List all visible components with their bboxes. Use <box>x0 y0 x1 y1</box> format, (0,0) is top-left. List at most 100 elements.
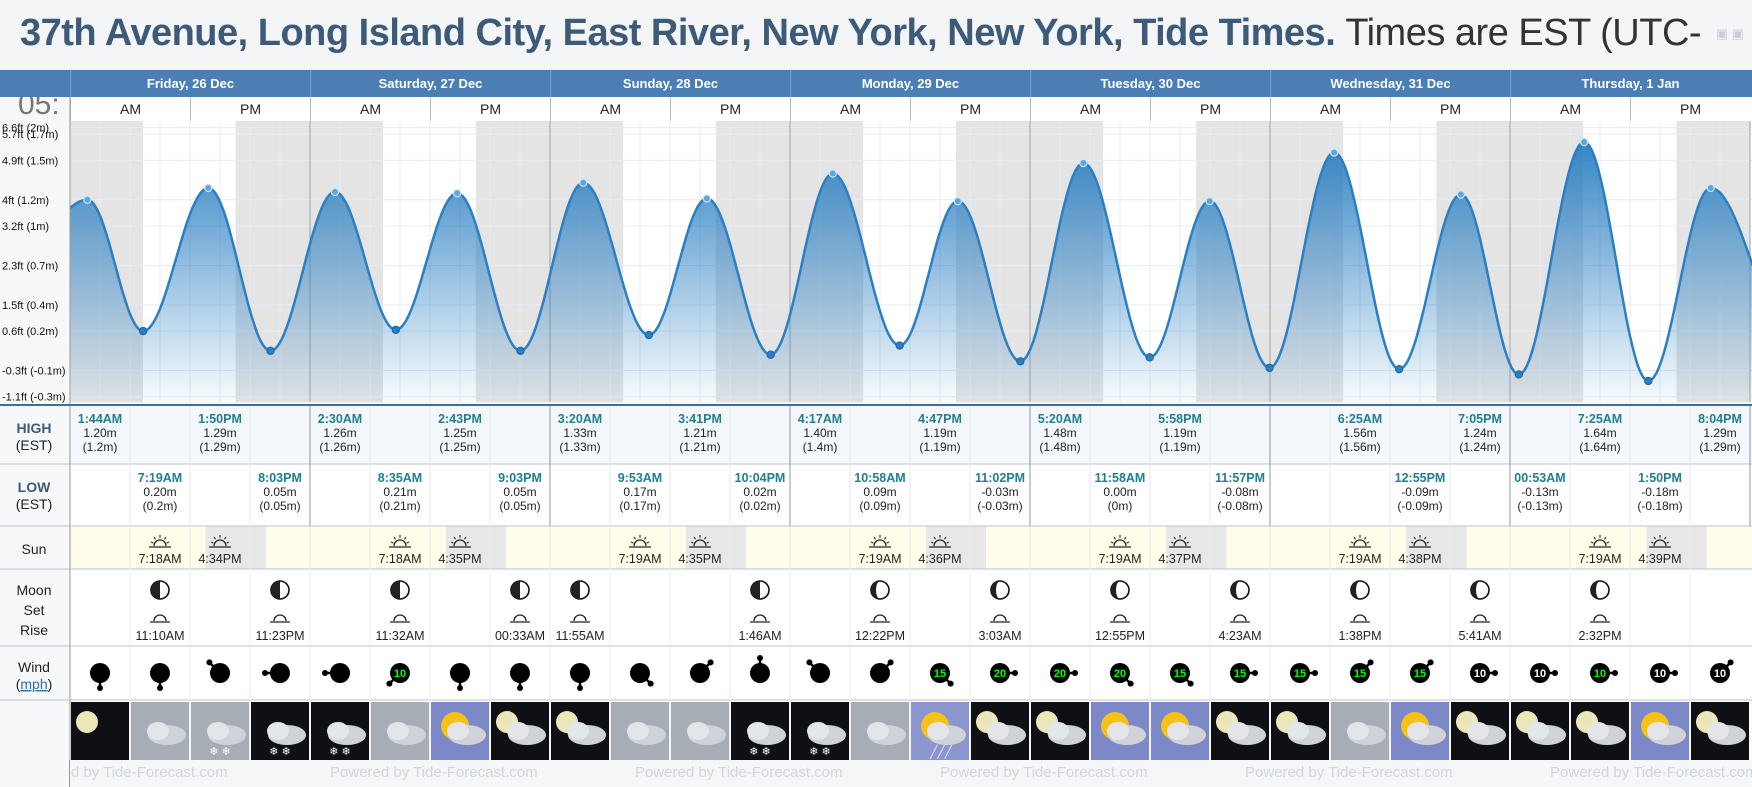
y-tick-label: 4ft (1.2m) <box>2 195 49 207</box>
sun-arc <box>153 539 167 547</box>
sun-ray <box>406 541 410 544</box>
cloud-glyph <box>807 722 829 740</box>
moon-shadow <box>1111 581 1120 599</box>
wind-unit-link[interactable]: mph <box>20 676 47 692</box>
low-tide-height-alt: (-0.13m) <box>1517 499 1562 513</box>
weather-partly-cloudy-night-icon <box>1271 702 1329 760</box>
weather-partly-cloudy-night-icon <box>971 702 1029 760</box>
sun-ray <box>1364 536 1367 540</box>
wind-disc <box>1170 663 1190 683</box>
wind-speed: 5 <box>457 668 463 680</box>
moon-shadow <box>571 581 580 599</box>
wind-tip <box>757 655 763 661</box>
moon-arc <box>1353 614 1367 622</box>
sun-ray <box>453 536 456 540</box>
wind-speed: 10 <box>1714 668 1726 680</box>
wind-tip <box>947 680 954 687</box>
sun-ray <box>884 536 887 540</box>
cloud-glyph <box>1047 722 1069 740</box>
wind-speed: 20 <box>1114 668 1126 680</box>
cloud-glyph <box>747 722 769 740</box>
wind-arrow-icon: 15 <box>1290 663 1318 683</box>
moon-shadow <box>391 581 400 599</box>
wind-disc <box>450 663 470 683</box>
high-tide-point <box>83 195 92 204</box>
wind-tip <box>1312 670 1318 676</box>
weather-cloudy-snow-night-icon: ❄ ❄ <box>791 702 849 760</box>
weather-cloudy-snow-night-icon: ❄ ❄ <box>311 702 369 760</box>
sunrise-icon <box>869 535 891 548</box>
wind-disc <box>150 663 170 683</box>
watermark-text: Powered by Tide-Forecast.com <box>1550 764 1752 781</box>
wind-arrow-icon: 15 <box>1350 659 1374 683</box>
low-tide-height-alt: (0.21m) <box>379 499 420 513</box>
cloud-glyph <box>867 722 889 740</box>
wind-tip <box>157 685 163 691</box>
low-tide-time: 11:57PM <box>1215 471 1265 485</box>
sun-arc <box>1593 539 1607 547</box>
sunrise-time: 7:19AM <box>858 552 901 566</box>
high-row-bg <box>70 406 1752 464</box>
watermark-text: Powered by Tide-Forecast.com <box>70 764 228 781</box>
sunset-icon <box>1409 535 1431 548</box>
wind-speed: 10 <box>1594 668 1606 680</box>
sun-ray <box>944 536 947 540</box>
sun-ray <box>630 541 634 544</box>
sunrise-icon <box>1109 535 1131 548</box>
high-tide-time: 7:25AM <box>1578 412 1622 426</box>
weather-partly-cloudy-night-icon <box>1211 702 1269 760</box>
high-tide-height: 1.56m <box>1343 426 1376 440</box>
watermark-text: Powered by Tide-Forecast.com <box>635 764 843 781</box>
sun-ray <box>1186 541 1190 544</box>
cloud-glyph <box>1527 722 1549 740</box>
high-tide-height: 1.29m <box>203 426 236 440</box>
wind-arrow-icon: 5 <box>450 663 470 691</box>
low-tide-time: 10:04PM <box>735 471 786 485</box>
weather-partly-cloudy-night-icon <box>491 702 549 760</box>
sunset-icon <box>209 535 231 548</box>
weather-cloudy-icon <box>1331 702 1389 760</box>
sun-ray <box>1664 536 1667 540</box>
wind-arrow-icon: 5 <box>690 659 714 683</box>
moon-arc <box>1593 614 1607 622</box>
day-header: Tuesday, 30 Dec <box>1030 70 1270 97</box>
high-tide-point <box>1329 148 1339 157</box>
high-tide-height-alt: (1.19m) <box>1159 440 1200 454</box>
wind-arrow-icon: 5 <box>206 659 230 683</box>
watermark-text: Powered by Tide-Forecast.com <box>940 764 1148 781</box>
sunset-time: 4:34PM <box>198 552 241 566</box>
high-tide-time: 2:30AM <box>318 412 362 426</box>
low-tide-time: 9:53AM <box>618 471 662 485</box>
wind-disc <box>1110 663 1130 683</box>
moon-phase-icon <box>150 580 170 600</box>
moonrise-icon <box>990 614 1010 623</box>
day-header: Friday, 26 Dec <box>70 70 310 97</box>
high-tide-time: 5:58PM <box>1158 412 1202 426</box>
moon-shadow <box>511 581 520 599</box>
low-tide-point <box>895 341 904 350</box>
high-tide-point <box>1079 158 1088 168</box>
wind-disc <box>1530 663 1550 683</box>
wind-speed: 15 <box>1294 668 1306 680</box>
moon-shadow <box>1591 581 1600 599</box>
moonrise-icon <box>1470 614 1490 623</box>
cloud-glyph <box>687 722 709 740</box>
wind-speed: 5 <box>637 668 643 680</box>
low-tide-height-alt: (-0.18m) <box>1637 499 1682 513</box>
share-icons[interactable]: ▣ ▣ <box>1715 26 1744 41</box>
sun-ray <box>690 541 694 544</box>
wind-tip <box>206 659 213 666</box>
weather-partly-cloudy-night-icon <box>1031 702 1089 760</box>
high-tide-time: 3:41PM <box>678 412 722 426</box>
cloud-glyph <box>1107 722 1129 740</box>
low-tide-height: 0.05m <box>263 485 296 499</box>
cloud-glyph <box>1647 722 1669 740</box>
sunset-time: 4:37PM <box>1158 552 1201 566</box>
low-tide-height-alt: (-0.03m) <box>977 499 1022 513</box>
wind-tip <box>1072 670 1078 676</box>
sun-ray <box>1350 541 1354 544</box>
sun-ray <box>450 541 454 544</box>
wind-speed: 10 <box>94 668 106 680</box>
wind-arrow-icon: 10 <box>386 663 410 687</box>
low-tide-point <box>266 346 275 355</box>
